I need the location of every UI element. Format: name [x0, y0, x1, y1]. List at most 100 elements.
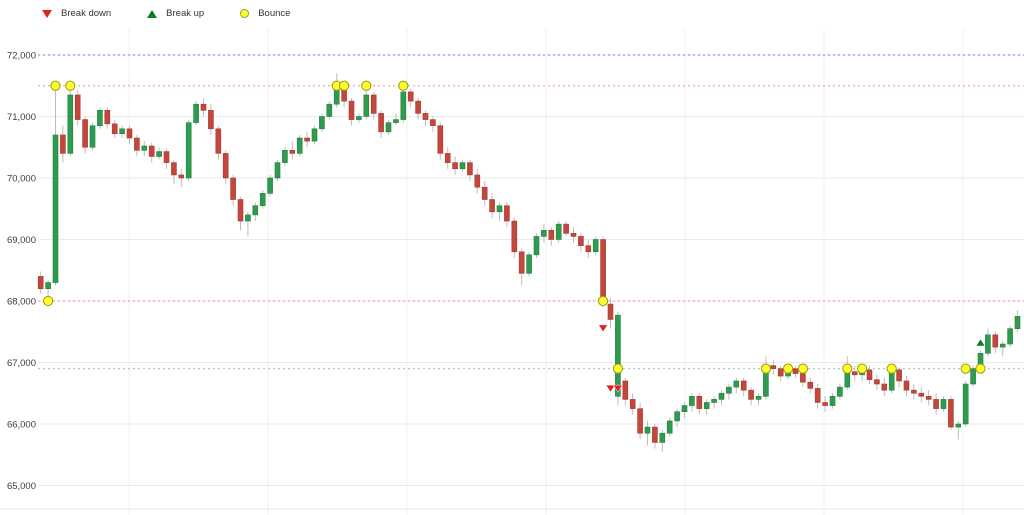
candle-down — [200, 103, 207, 111]
candle-up — [541, 229, 547, 237]
candle-down — [348, 100, 355, 120]
legend-item-break-up[interactable]: Break up — [147, 8, 204, 19]
candle-down — [430, 119, 436, 127]
candle-up — [837, 386, 843, 397]
candle-up — [89, 125, 96, 148]
bounce-marker[interactable] — [886, 363, 897, 374]
candle-up — [615, 314, 621, 397]
bounce-marker[interactable] — [361, 80, 372, 91]
candle-down — [600, 239, 606, 302]
candle-up — [703, 402, 710, 409]
candle-up — [363, 94, 370, 117]
candle-up — [999, 343, 1006, 348]
candle-down — [474, 174, 481, 188]
legend-item-break-down[interactable]: Break down — [42, 8, 111, 19]
candle-down — [134, 137, 140, 151]
break-up-icon — [147, 9, 158, 18]
break-down-marker[interactable] — [598, 324, 609, 333]
candle-up — [193, 103, 199, 123]
candle-down — [60, 134, 66, 154]
legend-label-break-up: Break up — [166, 8, 205, 19]
y-axis-tick-label: 67,000 — [7, 358, 36, 369]
candle-up — [726, 386, 732, 394]
candle-up — [45, 282, 51, 289]
bounce-marker[interactable] — [960, 363, 971, 374]
candle-up — [252, 205, 259, 216]
candle-up — [592, 239, 599, 253]
candle-down — [866, 369, 873, 381]
bounce-marker[interactable] — [975, 363, 986, 374]
candle-down — [489, 199, 495, 213]
candle-down — [770, 365, 777, 369]
break-up-marker[interactable] — [975, 338, 986, 347]
bounce-marker[interactable] — [612, 363, 624, 374]
candle-down — [948, 399, 954, 428]
candle-down — [37, 276, 44, 289]
bounce-marker[interactable] — [857, 363, 868, 374]
candle-down — [563, 223, 569, 234]
bounce-marker[interactable] — [339, 80, 350, 91]
candle-up — [955, 423, 962, 428]
candle-down — [814, 388, 821, 403]
candle-down — [126, 128, 133, 139]
candle-up — [733, 380, 740, 388]
candle-up — [829, 396, 836, 406]
candle-down — [740, 380, 747, 391]
break-down-marker[interactable] — [605, 384, 616, 393]
candle-down — [104, 110, 111, 125]
candle-down — [874, 379, 880, 385]
candle-up — [940, 399, 947, 409]
candle-up — [1014, 316, 1021, 329]
y-axis-tick-label: 70,000 — [7, 174, 36, 185]
candle-up — [985, 334, 991, 354]
candle-down — [74, 94, 81, 120]
bounce-marker[interactable] — [797, 363, 809, 374]
candle-down — [378, 113, 384, 133]
candle-up — [274, 162, 281, 179]
candle-up — [319, 116, 325, 130]
candle-up — [962, 383, 969, 425]
candle-up — [970, 368, 976, 385]
bounce-marker[interactable] — [842, 363, 853, 374]
candle-up — [282, 150, 288, 163]
candle-down — [851, 371, 858, 376]
bounce-marker[interactable] — [43, 295, 54, 307]
candle-down — [407, 91, 414, 102]
candle-down — [911, 389, 917, 394]
bounce-marker[interactable] — [398, 80, 409, 91]
candle-up — [245, 214, 251, 222]
bounce-marker[interactable] — [783, 363, 794, 374]
candle-up — [185, 122, 192, 179]
legend-label-bounce: Bounce — [258, 8, 291, 19]
bounce-marker[interactable] — [598, 295, 609, 307]
candle-down — [896, 369, 902, 382]
candle-down — [467, 162, 473, 176]
candle-down — [777, 368, 784, 377]
candle-down — [444, 153, 451, 163]
candle-down — [437, 125, 444, 154]
candle-up — [533, 236, 540, 256]
candle-down — [800, 373, 806, 383]
bounce-marker[interactable] — [65, 80, 76, 91]
candle-down — [504, 205, 510, 222]
candle-up — [52, 134, 59, 283]
candle-up — [141, 145, 148, 151]
legend-item-bounce[interactable]: Bounce — [240, 8, 290, 19]
bounce-icon — [240, 9, 250, 18]
candle-up — [156, 151, 162, 157]
candle-down — [171, 162, 177, 176]
candle-down — [481, 186, 488, 200]
break-down-marker[interactable] — [612, 384, 623, 393]
candle-up — [755, 396, 762, 400]
candle-down — [518, 251, 525, 274]
candle-up — [267, 177, 273, 194]
bounce-marker[interactable] — [760, 363, 772, 374]
candle-up — [119, 128, 125, 135]
y-axis-tick-label: 68,000 — [7, 297, 36, 308]
candle-down — [903, 380, 910, 391]
candle-down — [629, 399, 636, 409]
bounce-marker[interactable] — [50, 80, 61, 91]
candle-up — [400, 91, 407, 120]
